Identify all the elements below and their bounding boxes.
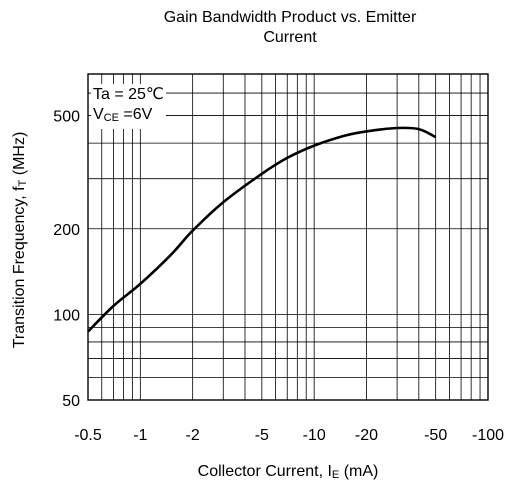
data-curve	[87, 126, 437, 333]
x-tick-label: -50	[424, 427, 447, 444]
annotation-ta: Ta = 25℃	[93, 86, 164, 103]
annotation-v-main: V	[93, 106, 104, 123]
tick-labels: -0.5 -1 -2 -5 -10 -20 -50 -100 50 100 200 500	[53, 109, 504, 444]
annotation-v-sub: CE	[103, 112, 119, 124]
plot-border	[87, 73, 489, 401]
plot-frame	[87, 73, 489, 401]
annotation-v-rest: =6V	[118, 106, 153, 123]
x-tick-label: -1	[133, 427, 147, 444]
curve-layer	[87, 126, 437, 333]
chart-title-line2: Current	[263, 29, 317, 46]
y-tick-label: 100	[53, 307, 80, 324]
x-tick-label: -10	[303, 427, 326, 444]
x-axis-label-unit: (mA)	[339, 463, 379, 480]
x-tick-label: -20	[355, 427, 378, 444]
chart-title-line1: Gain Bandwidth Product vs. Emitter	[163, 9, 417, 26]
x-axis-label-sub: E	[331, 469, 340, 481]
x-tick-label: -2	[186, 427, 200, 444]
y-axis-label-sub: T	[17, 179, 29, 187]
x-axis-label-main: Collector Current, I	[197, 463, 332, 480]
grid-lines	[88, 73, 488, 400]
x-axis-label: Collector Current, IE (mA)	[88, 463, 488, 481]
y-axis-label-main: Transition Frequency, f	[11, 186, 28, 349]
x-tick-label: -0.5	[74, 427, 102, 444]
annotation-box: Ta = 25℃ VCE =6V	[91, 84, 166, 129]
y-tick-label: 500	[53, 109, 80, 126]
y-tick-label: 200	[53, 222, 80, 239]
y-axis-label-unit: (MHz)	[11, 131, 28, 180]
y-tick-label: 50	[62, 393, 80, 410]
x-tick-label: -100	[472, 427, 504, 444]
x-tick-label: -5	[255, 427, 269, 444]
annotation-vce: VCE =6V	[93, 105, 164, 128]
